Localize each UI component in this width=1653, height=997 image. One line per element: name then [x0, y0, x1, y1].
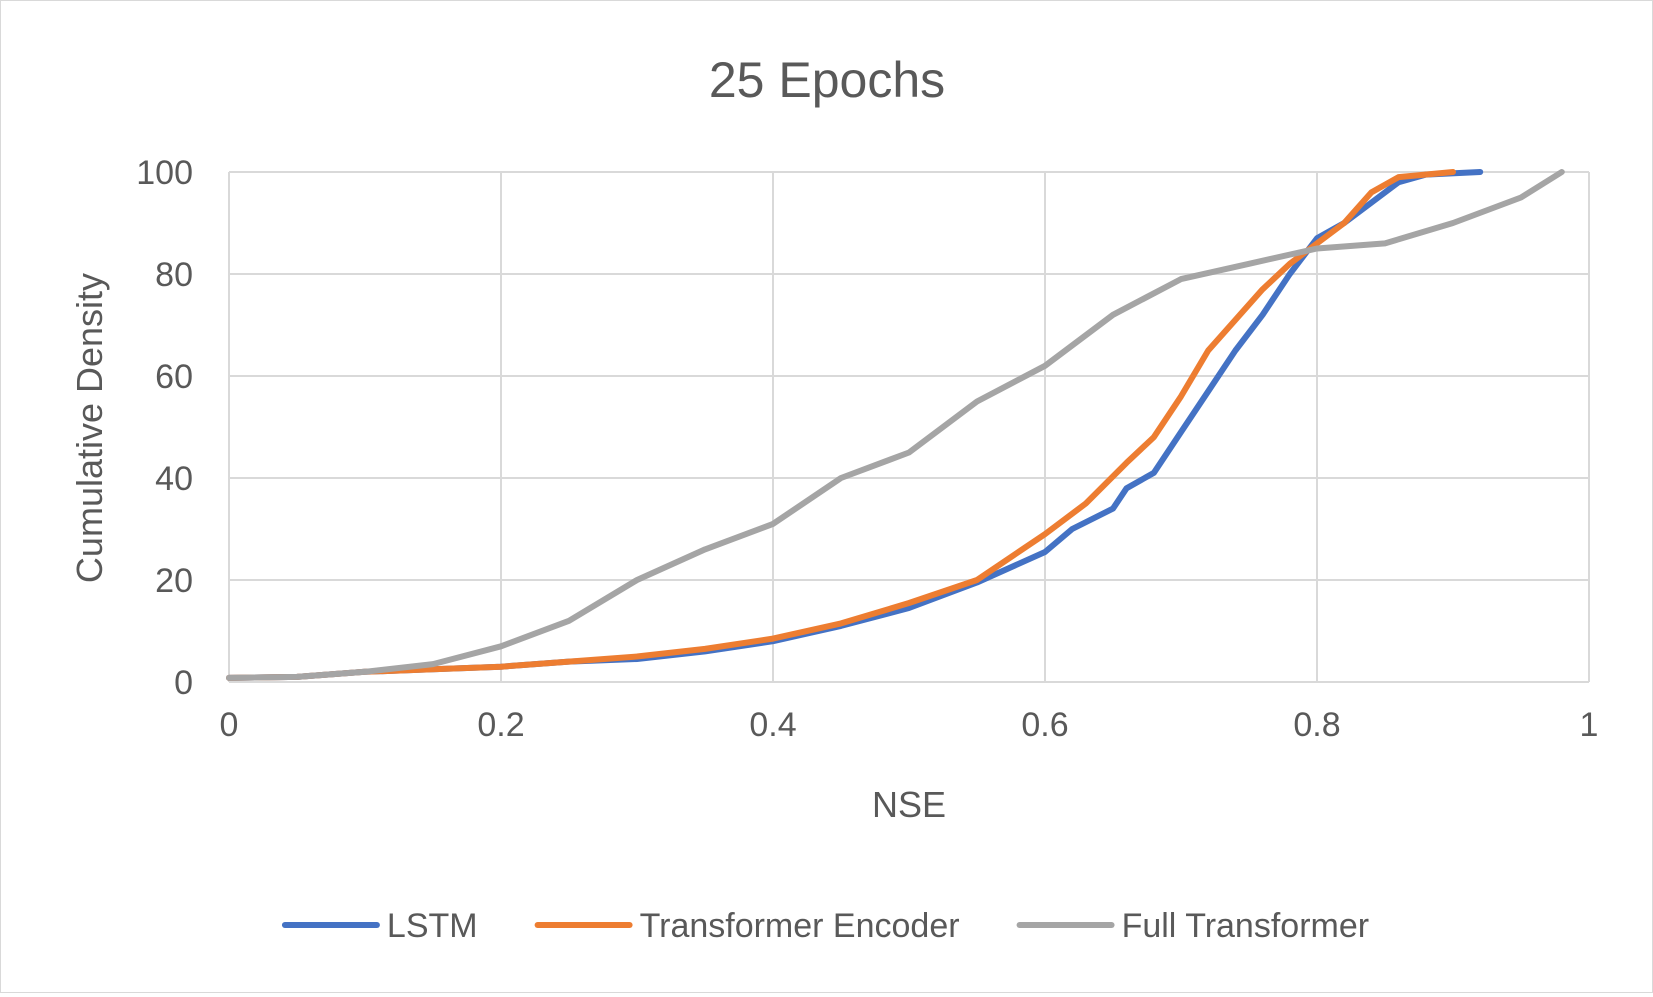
y-tick-label: 40 — [155, 460, 193, 498]
y-tick-label: 20 — [155, 562, 193, 600]
x-tick-label: 0.2 — [477, 706, 524, 744]
y-axis-label: Cumulative Density — [69, 273, 110, 583]
x-axis-label: NSE — [872, 784, 946, 825]
x-tick-label: 0.6 — [1021, 706, 1068, 744]
chart-title: 25 Epochs — [709, 52, 945, 108]
y-tick-label: 80 — [155, 256, 193, 294]
series-group — [226, 169, 1565, 681]
y-tick-label: 60 — [155, 358, 193, 396]
y-tick-label: 0 — [174, 664, 193, 702]
x-tick-label: 0 — [220, 706, 239, 744]
series-line-lstm — [226, 169, 1484, 681]
series-line-transformer-encoder — [226, 169, 1456, 681]
x-tick-label: 0.8 — [1293, 706, 1340, 744]
series-line-full-transformer — [226, 169, 1565, 681]
legend-label-transformer-encoder: Transformer Encoder — [640, 907, 960, 945]
legend-label-lstm: LSTM — [387, 907, 478, 945]
x-axis-ticks: 0 0.2 0.4 0.6 0.8 1 — [220, 706, 1599, 744]
y-tick-label: 100 — [136, 154, 193, 192]
grid — [228, 171, 1590, 683]
legend: LSTM Transformer Encoder Full Transformer — [281, 907, 1370, 945]
x-tick-label: 0.4 — [749, 706, 796, 744]
y-axis-ticks: 0 20 40 60 80 100 — [136, 154, 193, 702]
legend-label-full-transformer: Full Transformer — [1122, 907, 1370, 945]
x-tick-label: 1 — [1580, 706, 1599, 744]
